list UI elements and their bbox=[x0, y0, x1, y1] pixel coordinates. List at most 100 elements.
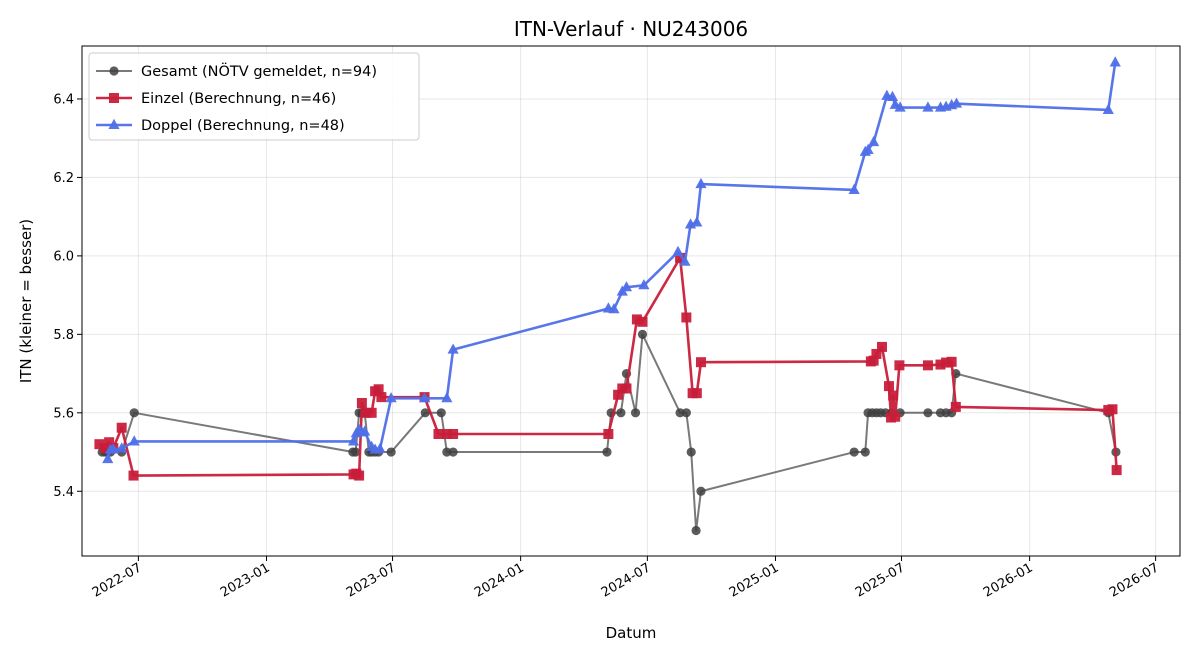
data-point-square bbox=[637, 316, 648, 327]
data-point-square bbox=[946, 356, 957, 367]
data-point-square bbox=[935, 359, 946, 370]
data-point-square bbox=[922, 360, 933, 371]
data-point-square bbox=[354, 470, 365, 481]
data-point-square bbox=[1111, 465, 1122, 476]
legend-label: Einzel (Berechnung, n=46) bbox=[141, 91, 336, 107]
legend-label: Gesamt (NÖTV gemeldet, n=94) bbox=[141, 62, 377, 80]
x-axis-label: Datum bbox=[606, 624, 657, 642]
data-point-square bbox=[950, 401, 961, 412]
data-point-triangle bbox=[868, 135, 880, 147]
data-point-triangle bbox=[620, 281, 633, 292]
data-point-square bbox=[373, 384, 384, 395]
y-axis-label: ITN (kleiner = besser) bbox=[17, 219, 35, 383]
y-tick-label: 5.4 bbox=[53, 485, 74, 500]
data-point-square bbox=[894, 360, 905, 371]
data-point-triangle bbox=[862, 143, 874, 154]
data-point-triangle bbox=[608, 303, 620, 314]
data-point-triangle bbox=[922, 101, 934, 112]
y-axis: 5.4 5.6 5.8 6.0 6.2 6.4 bbox=[53, 92, 82, 500]
data-point-triangle bbox=[691, 216, 703, 227]
data-point-triangle bbox=[638, 279, 650, 290]
data-point-circle bbox=[436, 408, 446, 418]
data-point-circle bbox=[386, 447, 396, 457]
data-point-square bbox=[871, 348, 882, 359]
data-point-circle bbox=[351, 447, 361, 457]
data-point-square bbox=[691, 388, 702, 399]
data-point-triangle bbox=[848, 183, 860, 194]
legend-box bbox=[88, 52, 420, 141]
data-point-circle bbox=[681, 408, 691, 418]
chart-title: ITN-Verlauf · NU243006 bbox=[514, 17, 748, 41]
data-point-square bbox=[99, 443, 110, 454]
data-point-triangle bbox=[359, 425, 371, 436]
data-point-square bbox=[94, 439, 105, 450]
legend: Gesamt (NÖTV gemeldet, n=94) Einzel (Bere… bbox=[88, 52, 420, 141]
data-point-triangle bbox=[894, 101, 906, 112]
data-point-triangle bbox=[108, 118, 120, 129]
data-point-triangle bbox=[1102, 103, 1114, 114]
series-square bbox=[94, 252, 1122, 481]
data-point-square bbox=[603, 428, 614, 439]
data-point-square bbox=[621, 383, 632, 394]
series-layer bbox=[94, 56, 1122, 536]
data-point-square bbox=[868, 355, 879, 366]
data-point-square bbox=[613, 389, 624, 400]
data-point-triangle bbox=[695, 177, 707, 189]
data-point-triangle bbox=[107, 443, 119, 454]
data-point-circle bbox=[686, 447, 696, 457]
data-point-triangle bbox=[385, 392, 397, 403]
data-point-triangle bbox=[447, 343, 459, 354]
data-point-square bbox=[448, 428, 459, 439]
data-point-square bbox=[681, 312, 692, 323]
data-point-square bbox=[1107, 404, 1118, 415]
y-tick-label: 5.6 bbox=[53, 406, 74, 421]
data-point-circle bbox=[637, 329, 648, 339]
data-point-square bbox=[356, 398, 367, 408]
data-point-circle bbox=[630, 408, 641, 418]
y-tick-label: 6.4 bbox=[53, 92, 74, 107]
y-tick-label: 6.2 bbox=[53, 171, 74, 186]
data-point-triangle bbox=[116, 442, 128, 453]
data-point-square bbox=[361, 407, 372, 418]
data-point-circle bbox=[602, 447, 612, 457]
plot-frame bbox=[81, 45, 1181, 557]
data-point-square bbox=[376, 392, 387, 403]
data-point-square bbox=[109, 93, 119, 103]
data-point-triangle bbox=[672, 245, 684, 256]
data-point-square bbox=[128, 470, 139, 481]
data-point-square bbox=[104, 437, 115, 448]
data-point-square bbox=[366, 407, 377, 418]
data-point-square bbox=[631, 314, 642, 325]
data-point-triangle bbox=[418, 392, 431, 403]
data-point-circle bbox=[129, 408, 139, 418]
y-tick-label: 5.8 bbox=[53, 328, 74, 343]
data-point-square bbox=[883, 381, 894, 392]
data-point-circle bbox=[420, 408, 430, 418]
data-point-square bbox=[888, 390, 899, 401]
data-point-square bbox=[695, 357, 706, 368]
data-point-circle bbox=[923, 408, 933, 418]
data-point-square bbox=[116, 422, 127, 433]
data-point-circle bbox=[860, 447, 870, 457]
data-point-circle bbox=[616, 408, 626, 418]
data-point-square bbox=[941, 357, 952, 368]
data-point-circle bbox=[696, 486, 706, 496]
data-point-triangle bbox=[679, 255, 691, 266]
data-point-triangle bbox=[347, 435, 360, 446]
data-point-circle bbox=[109, 66, 119, 76]
data-point-triangle bbox=[374, 442, 386, 453]
data-point-square bbox=[433, 428, 444, 439]
data-point-circle bbox=[448, 447, 458, 457]
y-tick-label: 6.0 bbox=[53, 249, 74, 264]
series-triangle bbox=[102, 56, 1121, 464]
data-point-circle bbox=[849, 447, 859, 457]
data-point-triangle bbox=[128, 435, 140, 446]
data-point-triangle bbox=[1109, 56, 1121, 67]
data-point-triangle bbox=[441, 392, 453, 403]
data-point-triangle bbox=[102, 452, 114, 464]
data-point-square bbox=[675, 252, 686, 263]
data-point-square bbox=[890, 411, 901, 422]
data-point-triangle bbox=[950, 97, 963, 108]
data-point-square bbox=[441, 428, 452, 439]
